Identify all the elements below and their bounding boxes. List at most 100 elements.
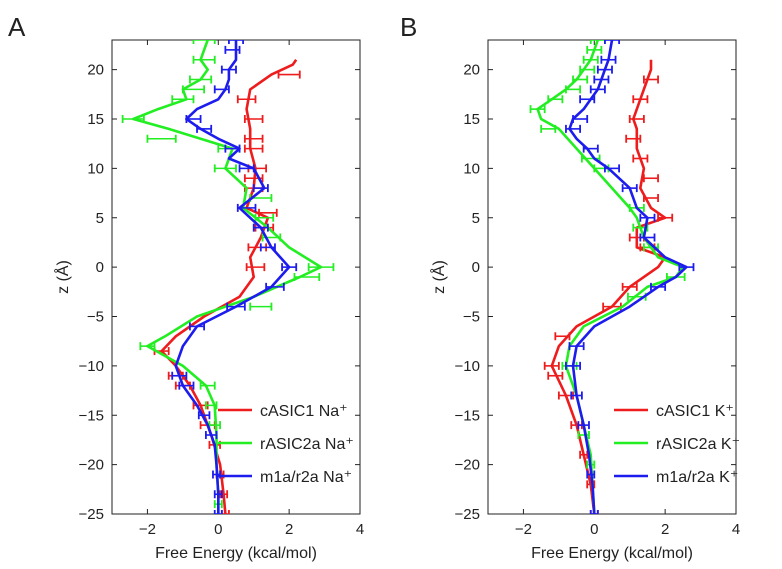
error-bar bbox=[171, 95, 195, 104]
legend-label: rASIC2a K⁺ bbox=[656, 436, 740, 453]
legend-item: cASIC1 K⁺ bbox=[614, 403, 734, 420]
y-tick-label: 0 bbox=[96, 259, 104, 276]
error-bar bbox=[265, 282, 285, 291]
series-group bbox=[121, 40, 335, 514]
error-bar bbox=[577, 431, 590, 439]
error-bar bbox=[579, 65, 596, 74]
error-bar bbox=[547, 371, 564, 380]
legend-label: m1a/r2a K⁺ bbox=[656, 469, 738, 486]
error-bar bbox=[224, 45, 241, 54]
x-tick-label: 0 bbox=[590, 521, 598, 538]
x-tick-label: 2 bbox=[661, 521, 669, 538]
legend-label: cASIC1 K⁺ bbox=[656, 403, 734, 420]
y-tick-label: −15 bbox=[455, 407, 480, 424]
error-bar bbox=[185, 115, 202, 123]
error-bar bbox=[678, 263, 695, 272]
error-bar bbox=[213, 164, 237, 173]
error-bar bbox=[657, 213, 674, 222]
error-bar bbox=[181, 85, 206, 94]
error-bar bbox=[293, 273, 321, 281]
y-tick-label: 0 bbox=[472, 259, 480, 276]
y-tick-label: −25 bbox=[455, 506, 480, 523]
error-bar bbox=[259, 243, 276, 252]
error-bar bbox=[586, 470, 596, 479]
y-tick-label: 10 bbox=[463, 160, 480, 177]
error-bar bbox=[245, 263, 266, 272]
y-axis-label: z (Å) bbox=[429, 260, 448, 294]
error-bar bbox=[632, 95, 649, 104]
error-bar bbox=[628, 115, 645, 123]
error-bar bbox=[192, 40, 216, 44]
error-bar bbox=[565, 85, 582, 94]
error-bar bbox=[252, 184, 269, 193]
x-tick-label: −2 bbox=[139, 521, 156, 538]
series-line-3 bbox=[568, 40, 688, 514]
error-bar bbox=[189, 322, 206, 331]
series-line-2 bbox=[536, 40, 685, 514]
error-bar bbox=[258, 208, 278, 217]
error-bar bbox=[625, 134, 642, 143]
y-tick-label: 5 bbox=[96, 210, 104, 227]
y-tick-label: −10 bbox=[79, 358, 104, 375]
error-bar bbox=[540, 124, 557, 133]
error-bar bbox=[579, 95, 596, 104]
error-bar bbox=[252, 223, 269, 232]
error-bar bbox=[277, 70, 301, 79]
legend-item: rASIC2a K⁺ bbox=[614, 436, 740, 453]
error-bar bbox=[178, 381, 195, 390]
error-bar bbox=[249, 302, 273, 311]
error-bar bbox=[213, 510, 223, 514]
error-bar bbox=[604, 164, 620, 173]
error-bar bbox=[238, 164, 255, 173]
error-bar bbox=[243, 115, 264, 123]
error-bar bbox=[529, 105, 546, 114]
y-tick-label: −5 bbox=[87, 309, 104, 326]
legend-label: cASIC1 Na⁺ bbox=[260, 403, 348, 420]
error-bar bbox=[642, 194, 659, 202]
y-tick-label: −5 bbox=[463, 309, 480, 326]
error-bar bbox=[213, 490, 223, 499]
error-bar bbox=[121, 115, 145, 123]
series-line-3 bbox=[174, 40, 291, 514]
error-bar bbox=[642, 174, 659, 183]
error-bar bbox=[572, 115, 589, 123]
error-bar bbox=[236, 203, 257, 212]
x-tick-label: 0 bbox=[214, 521, 222, 538]
error-bar bbox=[204, 431, 218, 439]
y-tick-label: 20 bbox=[463, 62, 480, 79]
y-tick-label: 20 bbox=[87, 62, 104, 79]
error-bar bbox=[254, 213, 275, 222]
error-bar bbox=[577, 421, 590, 430]
panel-label: A bbox=[8, 12, 26, 42]
error-bar bbox=[642, 75, 659, 84]
y-axis-label: z (Å) bbox=[53, 260, 72, 294]
error-bar bbox=[639, 233, 656, 242]
error-bar bbox=[582, 144, 599, 153]
error-bar bbox=[554, 332, 571, 341]
x-tick-label: −2 bbox=[515, 521, 532, 538]
error-bar bbox=[226, 302, 246, 311]
error-bar bbox=[621, 282, 638, 291]
error-bar bbox=[586, 45, 603, 54]
y-tick-label: 15 bbox=[87, 111, 104, 128]
error-bar bbox=[220, 65, 237, 74]
legend-label: m1a/r2a Na⁺ bbox=[260, 469, 352, 486]
error-bar bbox=[547, 95, 564, 104]
error-bar bbox=[632, 154, 649, 163]
error-bar bbox=[192, 55, 216, 64]
panel-label: B bbox=[400, 12, 417, 42]
error-bar bbox=[589, 85, 606, 94]
error-bar bbox=[650, 282, 667, 291]
error-bar bbox=[593, 75, 610, 84]
x-tick-label: 4 bbox=[356, 521, 364, 538]
error-bar bbox=[236, 95, 257, 104]
error-bar bbox=[596, 65, 613, 74]
y-tick-label: 10 bbox=[87, 160, 104, 177]
error-bar bbox=[213, 85, 230, 94]
error-bar bbox=[600, 55, 617, 64]
error-bar bbox=[243, 144, 264, 153]
error-bar bbox=[604, 40, 620, 44]
error-bar bbox=[199, 381, 216, 390]
